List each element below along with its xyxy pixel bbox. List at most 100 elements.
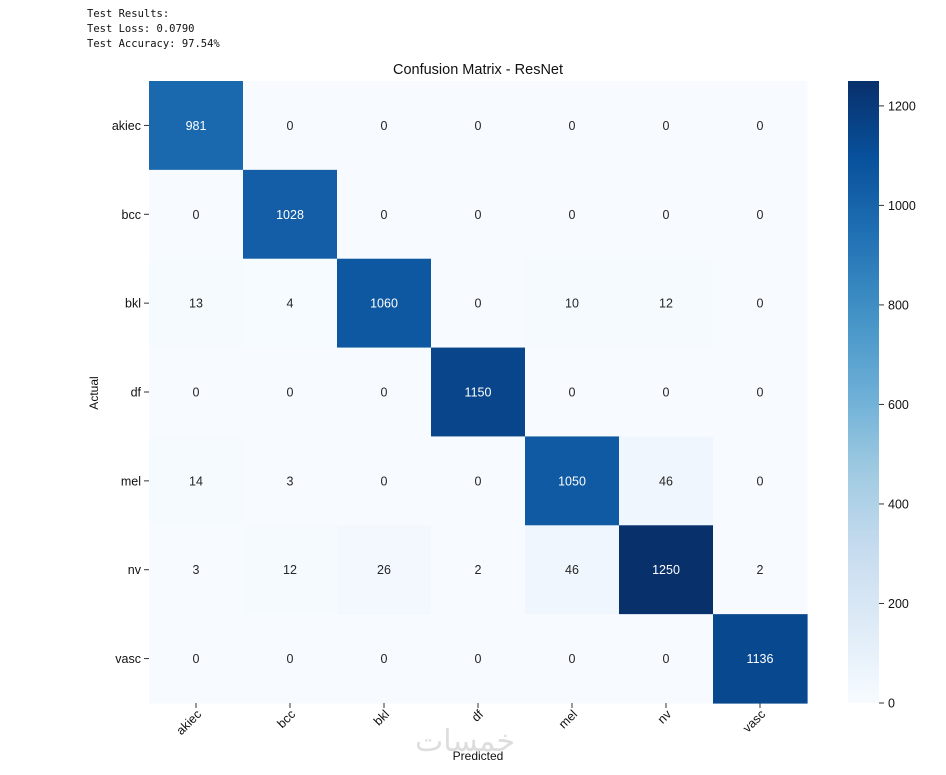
cell-nv-mel — [525, 525, 620, 615]
cell-mel-vasc — [713, 436, 808, 526]
test-loss: Test Loss: 0.0790 — [87, 23, 195, 35]
cell-mel-bcc — [243, 436, 338, 526]
cell-vasc-vasc — [713, 614, 808, 704]
cell-akiec-bkl — [337, 81, 432, 171]
cell-value-nv-bcc: 12 — [283, 563, 297, 577]
y-tick-label-mel: mel — [121, 474, 141, 488]
cell-value-bkl-bcc: 4 — [287, 297, 294, 311]
cell-mel-nv — [619, 436, 714, 526]
x-tick-label-nv: nv — [655, 707, 675, 727]
cell-bcc-mel — [525, 169, 620, 260]
test-accuracy: Test Accuracy: 97.54% — [87, 38, 220, 50]
cell-value-akiec-mel: 0 — [569, 119, 576, 133]
cell-df-akiec — [149, 347, 244, 438]
cell-mel-bkl — [337, 436, 432, 526]
x-tick-label-df: df — [469, 707, 487, 725]
cell-value-bcc-akiec: 0 — [193, 208, 200, 222]
cell-value-bkl-df: 0 — [475, 297, 482, 311]
cell-value-mel-df: 0 — [475, 474, 482, 488]
cell-value-bcc-df: 0 — [475, 208, 482, 222]
cell-nv-vasc — [713, 525, 808, 615]
x-tick-label-mel: mel — [556, 707, 580, 731]
cell-df-bcc — [243, 347, 338, 438]
cell-value-df-nv: 0 — [663, 386, 670, 400]
cell-value-akiec-df: 0 — [475, 119, 482, 133]
cell-mel-akiec — [149, 436, 244, 526]
cell-value-vasc-bkl: 0 — [381, 652, 388, 666]
cell-bkl-df — [431, 258, 526, 349]
cell-mel-df — [431, 436, 526, 526]
cell-value-mel-nv: 46 — [659, 474, 673, 488]
x-tick-label-vasc: vasc — [740, 707, 768, 735]
cell-value-df-bkl: 0 — [381, 386, 388, 400]
cell-akiec-bcc — [243, 81, 338, 171]
cell-bcc-nv — [619, 169, 714, 260]
cell-value-mel-mel: 1050 — [558, 474, 586, 488]
cell-value-vasc-nv: 0 — [663, 652, 670, 666]
watermark-text: خمسات — [415, 724, 516, 759]
colorbar-tick-label-0: 0 — [888, 697, 895, 711]
cell-mel-mel — [525, 436, 620, 526]
cell-df-vasc — [713, 347, 808, 438]
y-tick-label-akiec: akiec — [112, 119, 141, 133]
cell-akiec-mel — [525, 81, 620, 171]
cell-df-mel — [525, 347, 620, 438]
cell-value-df-mel: 0 — [569, 386, 576, 400]
cell-bkl-nv — [619, 258, 714, 349]
y-tick-label-nv: nv — [128, 563, 142, 577]
colorbar-tick-label-800: 800 — [888, 298, 909, 312]
cell-bcc-akiec — [149, 169, 244, 260]
cell-value-bcc-bcc: 1028 — [276, 208, 304, 222]
cell-df-df — [431, 347, 526, 438]
cell-value-bcc-vasc: 0 — [757, 208, 764, 222]
cell-value-df-vasc: 0 — [757, 386, 764, 400]
cell-vasc-mel — [525, 614, 620, 704]
cell-value-bkl-vasc: 0 — [757, 297, 764, 311]
cell-value-nv-df: 2 — [475, 563, 482, 577]
cell-vasc-bcc — [243, 614, 338, 704]
cell-value-nv-mel: 46 — [565, 563, 579, 577]
y-tick-label-df: df — [131, 386, 142, 400]
x-tick-label-bkl: bkl — [371, 707, 392, 728]
cell-df-bkl — [337, 347, 432, 438]
cell-vasc-nv — [619, 614, 714, 704]
x-axis-label: Predicted — [453, 749, 504, 763]
cell-bkl-vasc — [713, 258, 808, 349]
colorbar-gradient — [848, 81, 879, 703]
cell-vasc-bkl — [337, 614, 432, 704]
x-tick-label-bcc: bcc — [274, 707, 298, 731]
cell-value-bkl-nv: 12 — [659, 297, 673, 311]
cell-value-akiec-bcc: 0 — [287, 119, 294, 133]
cell-value-akiec-nv: 0 — [663, 119, 670, 133]
y-tick-label-vasc: vasc — [115, 652, 141, 666]
colorbar-tick-label-200: 200 — [888, 597, 909, 611]
cell-bcc-bkl — [337, 169, 432, 260]
y-tick-label-bkl: bkl — [125, 297, 141, 311]
cell-value-nv-bkl: 26 — [377, 563, 391, 577]
cell-value-akiec-akiec: 981 — [186, 119, 207, 133]
results-heading: Test Results: — [87, 8, 170, 20]
cell-value-df-bcc: 0 — [287, 386, 294, 400]
y-tick-labels: akiec bcc bkl df mel nv vasc — [112, 119, 149, 666]
cell-value-nv-nv: 1250 — [652, 563, 680, 577]
cell-value-akiec-bkl: 0 — [381, 119, 388, 133]
cell-vasc-akiec — [149, 614, 244, 704]
cell-value-mel-akiec: 14 — [189, 474, 203, 488]
cell-value-bkl-bkl: 1060 — [370, 297, 398, 311]
cell-value-mel-bkl: 0 — [381, 474, 388, 488]
cell-akiec-vasc — [713, 81, 808, 171]
cell-value-nv-vasc: 2 — [757, 563, 764, 577]
y-tick-label-bcc: bcc — [122, 208, 141, 222]
test-results-text: Test Results: Test Loss: 0.0790 Test Acc… — [87, 7, 220, 52]
cell-value-bcc-bkl: 0 — [381, 208, 388, 222]
cell-bcc-bcc — [243, 169, 338, 260]
cell-bkl-mel — [525, 258, 620, 349]
colorbar: 0 200 400 600 800 1000 1200 — [848, 81, 916, 711]
colorbar-tick-label-1200: 1200 — [888, 99, 916, 113]
cell-value-vasc-vasc: 1136 — [747, 652, 774, 666]
cell-nv-nv — [619, 525, 714, 615]
y-axis-label: Actual — [87, 376, 101, 409]
cell-df-nv — [619, 347, 714, 438]
cell-nv-akiec — [149, 525, 244, 615]
